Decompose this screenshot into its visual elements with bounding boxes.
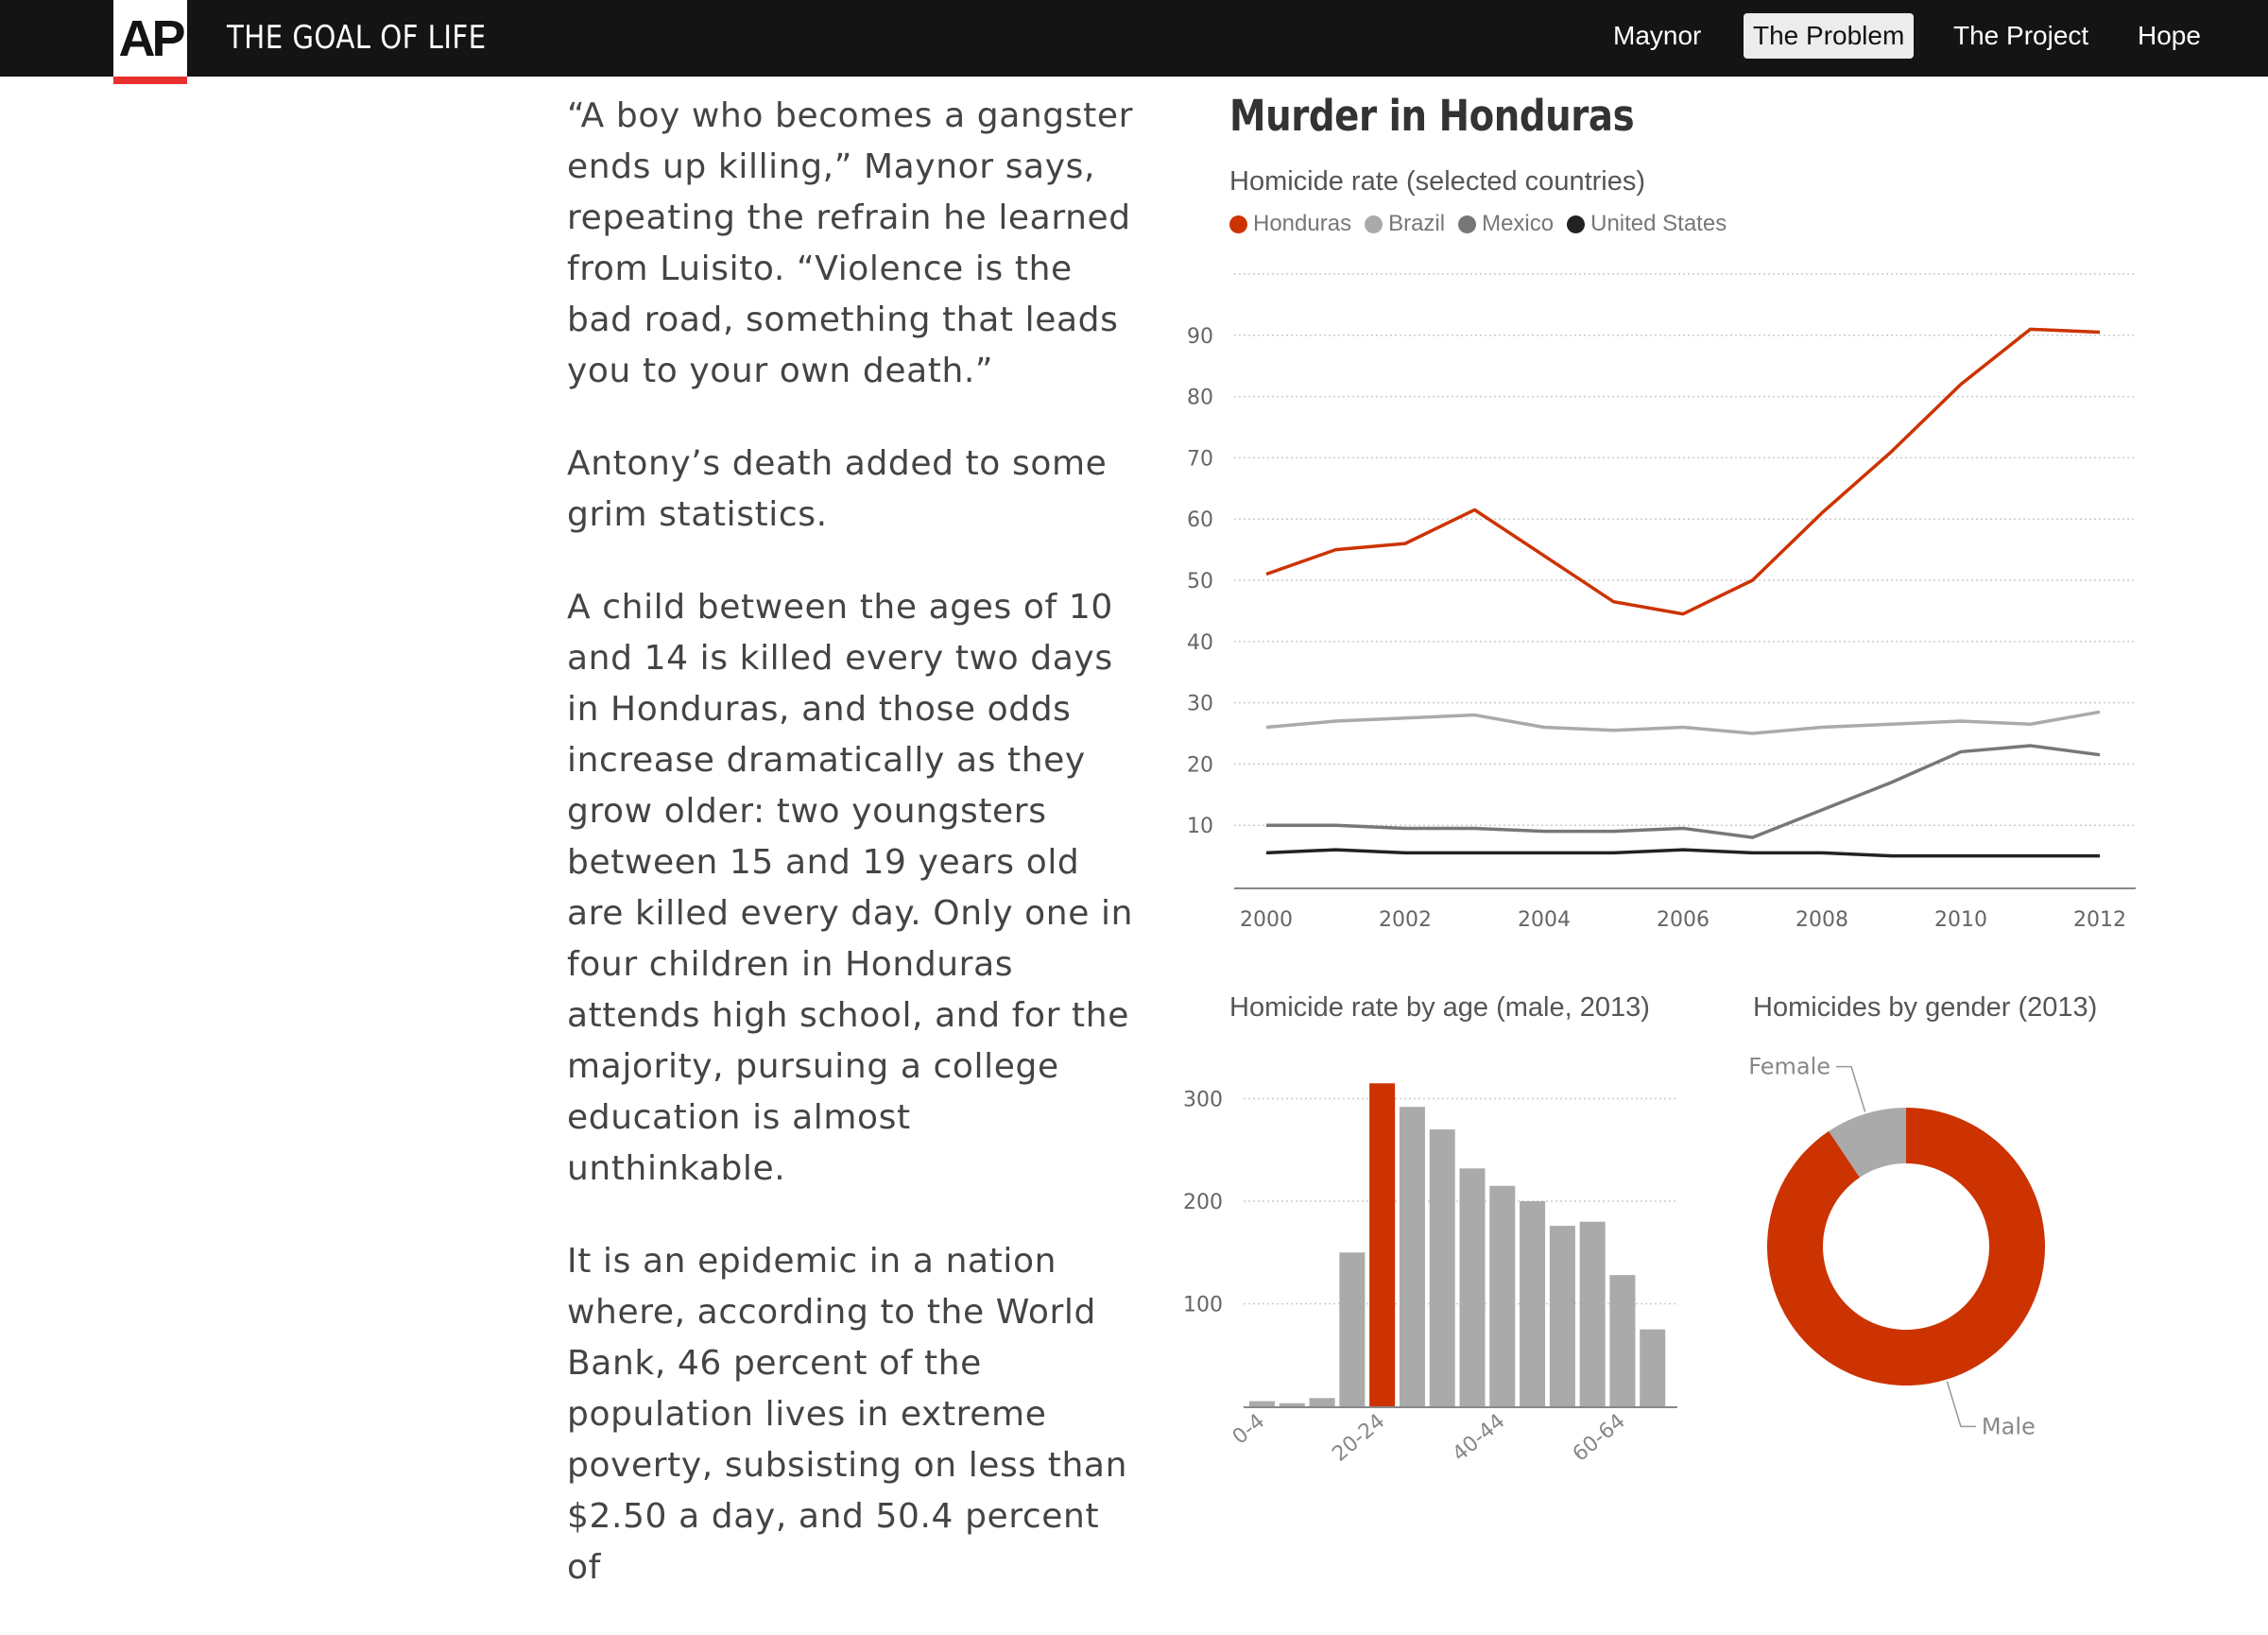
site-title[interactable]: THE GOAL OF LIFE — [227, 19, 487, 57]
bar-50-54 — [1549, 1226, 1575, 1406]
y-tick-label: 100 — [1183, 1294, 1223, 1317]
y-tick-label: 10 — [1187, 815, 1213, 838]
y-tick-label: 20 — [1187, 753, 1213, 777]
x-tick-label: 20-24 — [1328, 1409, 1389, 1466]
x-tick-label: 2008 — [1796, 908, 1848, 932]
ap-logo-text: AP — [118, 10, 185, 67]
x-tick-label: 2006 — [1657, 908, 1710, 932]
x-tick-label: 2010 — [1934, 908, 1987, 932]
nav-item-maynor[interactable]: Maynor — [1613, 21, 1702, 50]
article-paragraph: “A boy who becomes a gangster ends up ki… — [567, 96, 1133, 390]
series-line-brazil — [1265, 710, 2101, 735]
bar-0-4 — [1249, 1401, 1276, 1406]
legend-item-brazil: Brazil — [1365, 211, 1445, 237]
bar-55-59 — [1579, 1221, 1606, 1406]
leader-line — [1946, 1381, 1976, 1428]
y-tick-label: 60 — [1187, 508, 1213, 532]
legend-item-honduras: Honduras — [1229, 211, 1351, 237]
leader-line — [1836, 1065, 1866, 1112]
y-tick-label: 40 — [1187, 631, 1213, 655]
bar-35-39 — [1459, 1168, 1486, 1406]
legend-swatch — [1365, 215, 1383, 233]
ap-logo[interactable]: AP — [113, 0, 187, 84]
bar-40-44 — [1489, 1185, 1516, 1406]
x-tick-label: 2000 — [1240, 908, 1293, 932]
bar-10-14 — [1309, 1398, 1335, 1406]
y-tick-label: 50 — [1187, 570, 1213, 594]
y-tick-label: 200 — [1183, 1191, 1223, 1214]
donut-slice-female — [1829, 1108, 1906, 1178]
article-paragraph: A child between the ages of 10 and 14 is… — [567, 588, 1134, 1188]
donut-slice-male — [1767, 1108, 2045, 1385]
legend-label: Brazil — [1388, 211, 1446, 236]
article-paragraph: It is an epidemic in a nation where, acc… — [567, 1242, 1128, 1587]
donut-chart-subtitle: Homicides by gender (2013) — [1753, 992, 2098, 1023]
legend-label: Honduras — [1253, 211, 1352, 236]
legend-swatch — [1458, 215, 1477, 233]
homicide-rate-line-chart: 10 20 30 40 50 60 70 80 90 2000 2002 2004 2006 2008 20… — [1187, 273, 2136, 932]
x-tick-label: 2012 — [2073, 908, 2126, 932]
series-line-mexico — [1266, 744, 2101, 839]
y-tick-label: 90 — [1187, 325, 1213, 349]
y-tick-label: 80 — [1187, 387, 1213, 410]
article-body: “A boy who becomes a gangster ends up ki… — [567, 91, 1134, 1635]
legend-item-mexico: Mexico — [1458, 211, 1554, 237]
x-tick-label: 40-44 — [1449, 1409, 1510, 1466]
donut-label: Female — [1748, 1054, 1830, 1080]
bar-5-9 — [1279, 1403, 1305, 1406]
line-chart-legend: Honduras Brazil Mexico United States — [1229, 210, 1740, 238]
nav-item-the-problem[interactable]: The Problem — [1744, 13, 1915, 59]
bar-45-49 — [1520, 1201, 1546, 1406]
y-tick-label: 300 — [1183, 1089, 1223, 1112]
top-navigation-bar: AP THE GOAL OF LIFE — [0, 0, 2268, 84]
donut-label: Male — [1982, 1413, 2036, 1439]
bar-20-24 — [1369, 1083, 1396, 1406]
legend-swatch — [1567, 215, 1586, 233]
series-line-united-states — [1265, 848, 2100, 858]
bar-60-64 — [1609, 1275, 1636, 1406]
bar-65+ — [1640, 1329, 1666, 1406]
nav-item-the-project[interactable]: The Project — [1953, 21, 2089, 50]
y-tick-label: 70 — [1187, 447, 1213, 471]
x-tick-label: 2002 — [1379, 908, 1432, 932]
series-line-honduras — [1265, 327, 2101, 616]
x-tick-label: 60-64 — [1569, 1409, 1630, 1466]
nav-item-hope[interactable]: Hope — [2138, 21, 2201, 50]
bar-15-19 — [1339, 1252, 1366, 1406]
homicide-by-age-bar-chart: 100 200 300 0-4 20-24 40-44 60-64 — [1183, 1083, 1677, 1467]
legend-label: Mexico — [1482, 211, 1555, 236]
y-tick-label: 30 — [1187, 693, 1213, 716]
article-paragraph: Antony’s death added to some grim statis… — [567, 444, 1108, 534]
x-tick-label: 0-4 — [1228, 1409, 1270, 1449]
legend-label: United States — [1590, 211, 1727, 236]
bar-25-29 — [1399, 1107, 1425, 1406]
bar-30-34 — [1429, 1129, 1455, 1406]
x-tick-label: 2004 — [1518, 908, 1571, 932]
legend-item-united-states: United States — [1567, 211, 1727, 237]
graphic-title: Murder in Honduras — [1229, 91, 1635, 141]
bar-chart-subtitle: Homicide rate by age (male, 2013) — [1229, 992, 1650, 1023]
logo-accent-bar — [113, 77, 187, 84]
homicide-by-gender-donut-chart: Male Female — [1748, 1054, 2045, 1439]
line-chart-subtitle: Homicide rate (selected countries) — [1229, 166, 1646, 197]
legend-swatch — [1229, 215, 1247, 233]
